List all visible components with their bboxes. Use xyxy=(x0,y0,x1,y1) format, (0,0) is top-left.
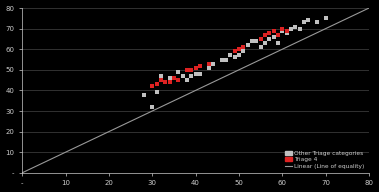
Point xyxy=(323,17,329,20)
Point xyxy=(258,37,264,41)
Point xyxy=(232,56,238,59)
Point xyxy=(184,79,190,82)
Point xyxy=(227,54,233,57)
Point xyxy=(175,70,181,73)
Point xyxy=(180,74,186,78)
Point xyxy=(219,58,225,61)
Point xyxy=(240,50,246,53)
Point xyxy=(262,33,268,36)
Point xyxy=(153,91,160,94)
Point xyxy=(314,21,320,24)
Point xyxy=(205,66,211,69)
Point xyxy=(232,50,238,53)
Point xyxy=(197,64,203,67)
Point xyxy=(305,19,311,22)
Point xyxy=(236,54,242,57)
Point xyxy=(279,29,285,32)
Point xyxy=(288,27,294,30)
Point xyxy=(149,105,155,108)
Point xyxy=(266,37,272,41)
Point xyxy=(253,40,259,43)
Point xyxy=(162,81,168,84)
Point xyxy=(301,21,307,24)
Point xyxy=(275,41,281,45)
Point xyxy=(149,85,155,88)
Point xyxy=(296,27,302,30)
Point xyxy=(197,72,203,75)
Point xyxy=(184,68,190,71)
Point xyxy=(166,81,172,84)
Point xyxy=(193,66,199,69)
Point xyxy=(141,93,147,96)
Point xyxy=(266,31,272,34)
Point xyxy=(162,81,168,84)
Point xyxy=(153,83,160,86)
Point xyxy=(271,35,277,38)
Point xyxy=(292,25,298,28)
Point xyxy=(188,74,194,78)
Legend: Other Triage categories, Triage 4, Linear (Line of equality): Other Triage categories, Triage 4, Linea… xyxy=(284,149,366,170)
Point xyxy=(158,79,164,82)
Point xyxy=(158,74,164,78)
Point xyxy=(275,33,281,36)
Point xyxy=(258,46,264,49)
Point xyxy=(240,46,246,49)
Point xyxy=(244,44,251,47)
Point xyxy=(188,68,194,71)
Point xyxy=(166,77,172,80)
Point xyxy=(249,40,255,43)
Point xyxy=(175,79,181,82)
Point xyxy=(171,77,177,80)
Point xyxy=(283,29,290,32)
Point xyxy=(271,29,277,32)
Point xyxy=(223,58,229,61)
Point xyxy=(205,62,211,65)
Point xyxy=(283,31,290,34)
Point xyxy=(193,72,199,75)
Point xyxy=(210,62,216,65)
Point xyxy=(279,27,285,30)
Point xyxy=(171,77,177,80)
Point xyxy=(262,41,268,45)
Point xyxy=(236,48,242,51)
